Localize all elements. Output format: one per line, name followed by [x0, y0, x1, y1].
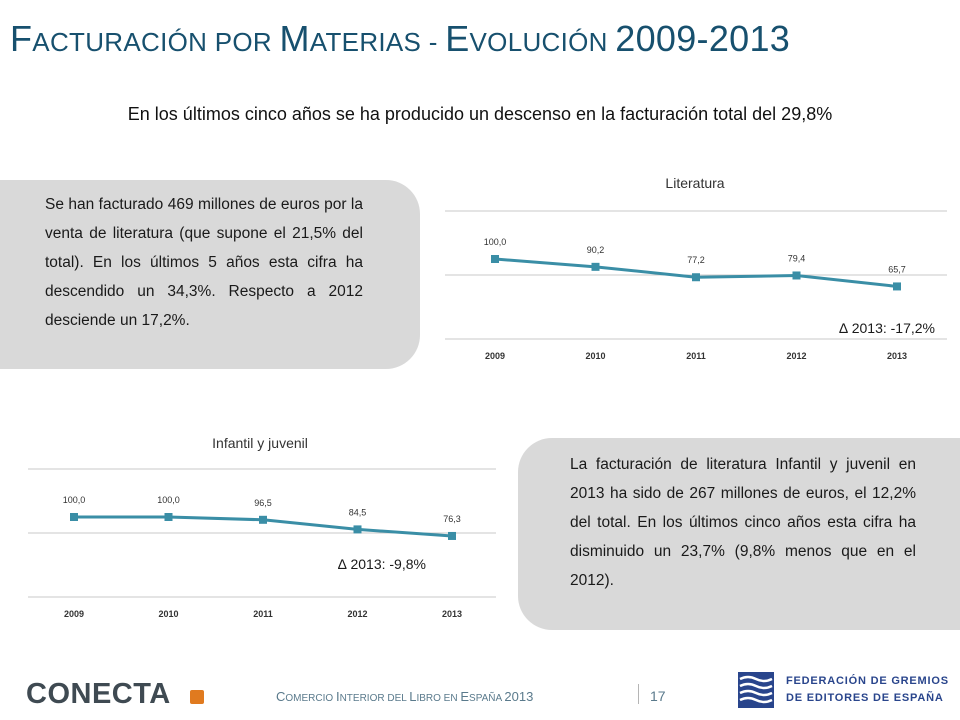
conecta-logo: CONECTA [26, 678, 171, 710]
data-label-2013: 65,7 [888, 264, 906, 274]
delta-annotation: ∆ 2013: -9,8% [338, 556, 426, 572]
data-label-2012: 84,5 [349, 507, 367, 517]
data-point-2011 [692, 273, 700, 282]
chart-title: Literatura [665, 175, 724, 191]
literatura-line-chart: Literatura 100,0 2009 90,2 2010 77,2 2011 79,4 2… [445, 175, 947, 361]
data-label-2012: 79,4 [788, 253, 806, 263]
infantil-description: La facturación de literatura Infantil y … [570, 456, 916, 589]
x-tick-2009: 2009 [485, 351, 505, 361]
page-subtitle: En los últimos cinco años se ha producid… [127, 104, 833, 124]
x-tick-2010: 2010 [585, 351, 605, 361]
data-label-2013: 76,3 [443, 514, 461, 524]
literatura-text-panel: Se han facturado 469 millones de euros p… [0, 180, 420, 369]
data-point-2012 [353, 525, 362, 534]
conecta-logo-square-icon [190, 690, 204, 704]
data-point-2009 [491, 255, 499, 263]
page-title: Facturación por Materias - Evolución 200… [10, 18, 791, 59]
infantil-text-panel: La facturación de literatura Infantil y … [518, 438, 960, 630]
x-tick-2009: 2009 [64, 609, 84, 619]
data-label-2009: 100,0 [484, 237, 507, 247]
page-number: 17 [650, 688, 666, 704]
federation-name-line2: DE EDITORES DE ESPAÑA [786, 692, 944, 704]
data-label-2010: 90,2 [587, 245, 605, 255]
data-point-2009 [70, 513, 78, 521]
x-tick-2013: 2013 [442, 609, 462, 619]
x-tick-2011: 2011 [686, 351, 706, 361]
data-point-2013 [448, 531, 456, 540]
federation-name: FEDERACIÓN DE GREMIOS DE EDITORES DE ESP… [786, 673, 949, 707]
data-point-2011 [259, 515, 267, 524]
footer-caption: Comercio Interior del Libro en España 20… [276, 689, 534, 704]
data-label-2011: 77,2 [687, 255, 705, 265]
infantil-juvenil-line-chart: Infantil y juvenil 100,0 2009 100,0 2010 96,5… [28, 435, 496, 619]
x-tick-2010: 2010 [158, 609, 178, 619]
x-tick-2012: 2012 [347, 609, 367, 619]
chart-title: Infantil y juvenil [212, 435, 308, 451]
page-number-divider [638, 684, 639, 704]
federation-name-line1: FEDERACIÓN DE GREMIOS [786, 675, 949, 687]
x-tick-2011: 2011 [253, 609, 273, 619]
data-label-2010: 100,0 [157, 495, 180, 505]
data-point-2012 [792, 271, 801, 280]
data-label-2011: 96,5 [254, 498, 272, 508]
data-point-2010 [164, 513, 173, 521]
data-point-2010 [591, 262, 600, 271]
federation-emblem-icon [738, 672, 774, 708]
x-tick-2013: 2013 [887, 351, 907, 361]
delta-annotation: ∆ 2013: -17,2% [839, 320, 935, 336]
literatura-description: Se han facturado 469 millones de euros p… [45, 196, 363, 329]
x-tick-2012: 2012 [786, 351, 806, 361]
data-point-2013 [893, 282, 901, 291]
data-label-2009: 100,0 [63, 495, 86, 505]
